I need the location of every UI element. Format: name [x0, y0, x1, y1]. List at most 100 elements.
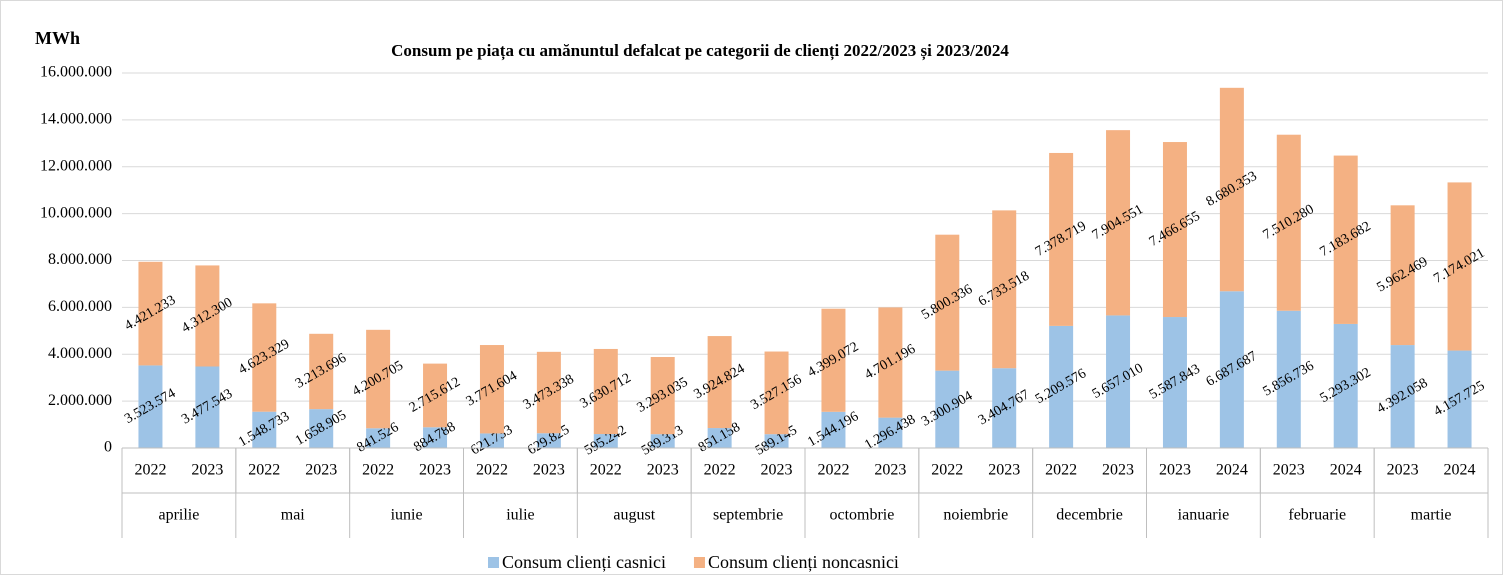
bar-segment	[1447, 182, 1472, 351]
bar-segment	[764, 351, 789, 435]
bar-segment	[593, 348, 618, 435]
legend-swatch	[693, 557, 705, 568]
y-tick-label: 0	[104, 439, 112, 456]
y-tick-label: 2.000.000	[48, 392, 112, 409]
bar-segment	[479, 433, 504, 448]
bar-segment	[1276, 134, 1301, 311]
bar-segment	[252, 303, 277, 412]
y-tick-label: 16.000.000	[40, 64, 112, 81]
y-tick-label: 12.000.000	[40, 157, 112, 174]
bar-segment	[309, 333, 334, 410]
y-axis-label: MWh	[35, 28, 80, 48]
group-label: august	[613, 507, 655, 524]
x-tick-label: 2023	[1273, 462, 1305, 479]
bar-segment	[366, 329, 391, 429]
chart-title: Consum pe piața cu amănuntul defalcat pe…	[391, 41, 1009, 61]
x-tick-label: 2022	[476, 462, 508, 479]
bar-segment	[195, 265, 220, 367]
bar-segment	[1049, 152, 1074, 326]
bar-segment	[1447, 350, 1472, 448]
bar-segment	[821, 411, 846, 448]
group-label: decembrie	[1056, 507, 1123, 524]
x-tick-label: 2023	[988, 462, 1020, 479]
bar-segment	[479, 345, 504, 434]
legend-label: Consum clienți noncasnici	[708, 552, 899, 572]
bar-segment	[992, 368, 1017, 448]
bar-segment	[423, 427, 448, 448]
x-tick-label: 2022	[817, 462, 849, 479]
x-tick-label: 2023	[305, 462, 337, 479]
group-label: octombrie	[829, 507, 894, 524]
x-tick-label: 2024	[1216, 462, 1248, 479]
x-tick-label: 2023	[874, 462, 906, 479]
group-label: iulie	[506, 507, 534, 524]
bar-segment	[707, 428, 732, 448]
bar-segment	[935, 234, 960, 371]
x-tick-label: 2024	[1330, 462, 1362, 479]
bar-segment	[650, 357, 675, 435]
x-tick-label: 2023	[533, 462, 565, 479]
bar-segment	[1219, 87, 1244, 292]
y-tick-label: 10.000.000	[40, 204, 112, 221]
y-tick-label: 6.000.000	[48, 298, 112, 315]
bar-segment	[650, 434, 675, 448]
bar-segment	[423, 363, 448, 428]
y-tick-label: 4.000.000	[48, 345, 112, 362]
x-tick-label: 2022	[134, 462, 166, 479]
group-label: ianuarie	[1178, 507, 1230, 524]
bar-segment	[1162, 317, 1187, 448]
x-tick-label: 2023	[1102, 462, 1134, 479]
legend-label: Consum clienți casnici	[502, 552, 666, 572]
bar-segment	[1162, 142, 1187, 318]
bar-segment	[536, 433, 561, 448]
bar-segment	[707, 336, 732, 429]
bar-segment	[138, 261, 163, 366]
x-tick-label: 2023	[191, 462, 223, 479]
bar-segment	[935, 370, 960, 448]
group-label: noiembrie	[943, 507, 1008, 524]
x-tick-label: 2024	[1444, 462, 1476, 479]
bar-segment	[1219, 291, 1244, 448]
x-tick-label: 2022	[362, 462, 394, 479]
legend-swatch	[488, 557, 499, 568]
x-tick-label: 2022	[248, 462, 280, 479]
x-tick-label: 2022	[590, 462, 622, 479]
x-tick-label: 2022	[931, 462, 963, 479]
bar-segment	[593, 434, 618, 448]
bar-segment	[366, 428, 391, 448]
x-tick-label: 2023	[1159, 462, 1191, 479]
x-tick-label: 2023	[647, 462, 679, 479]
x-tick-label: 2023	[419, 462, 451, 479]
x-tick-label: 2022	[1045, 462, 1077, 479]
bar-segment	[1106, 130, 1131, 316]
bar-segment	[536, 351, 561, 434]
bar-segment	[1333, 155, 1358, 324]
bar-segment	[1390, 205, 1415, 346]
group-label: iunie	[391, 507, 423, 524]
x-tick-label: 2023	[1387, 462, 1419, 479]
group-label: mai	[281, 507, 306, 524]
bar-segment	[195, 366, 220, 448]
group-label: septembrie	[713, 507, 783, 524]
bar-segment	[1049, 325, 1074, 448]
bar-segment	[764, 434, 789, 448]
bar-segment	[1106, 315, 1131, 448]
bar-segment	[992, 210, 1017, 369]
bar-segment	[1276, 310, 1301, 448]
bar-segment	[821, 308, 846, 412]
group-label: martie	[1411, 507, 1452, 524]
x-tick-label: 2023	[761, 462, 793, 479]
bar-segment	[878, 417, 903, 448]
y-tick-label: 14.000.000	[40, 111, 112, 128]
bar-segment	[1333, 323, 1358, 448]
bar-segment	[252, 411, 277, 448]
bar-segment	[309, 409, 334, 448]
bar-segment	[878, 307, 903, 418]
group-label: aprilie	[158, 507, 199, 524]
bar-segment	[138, 365, 163, 448]
bar-segment	[1390, 345, 1415, 448]
group-label: februarie	[1288, 507, 1346, 524]
